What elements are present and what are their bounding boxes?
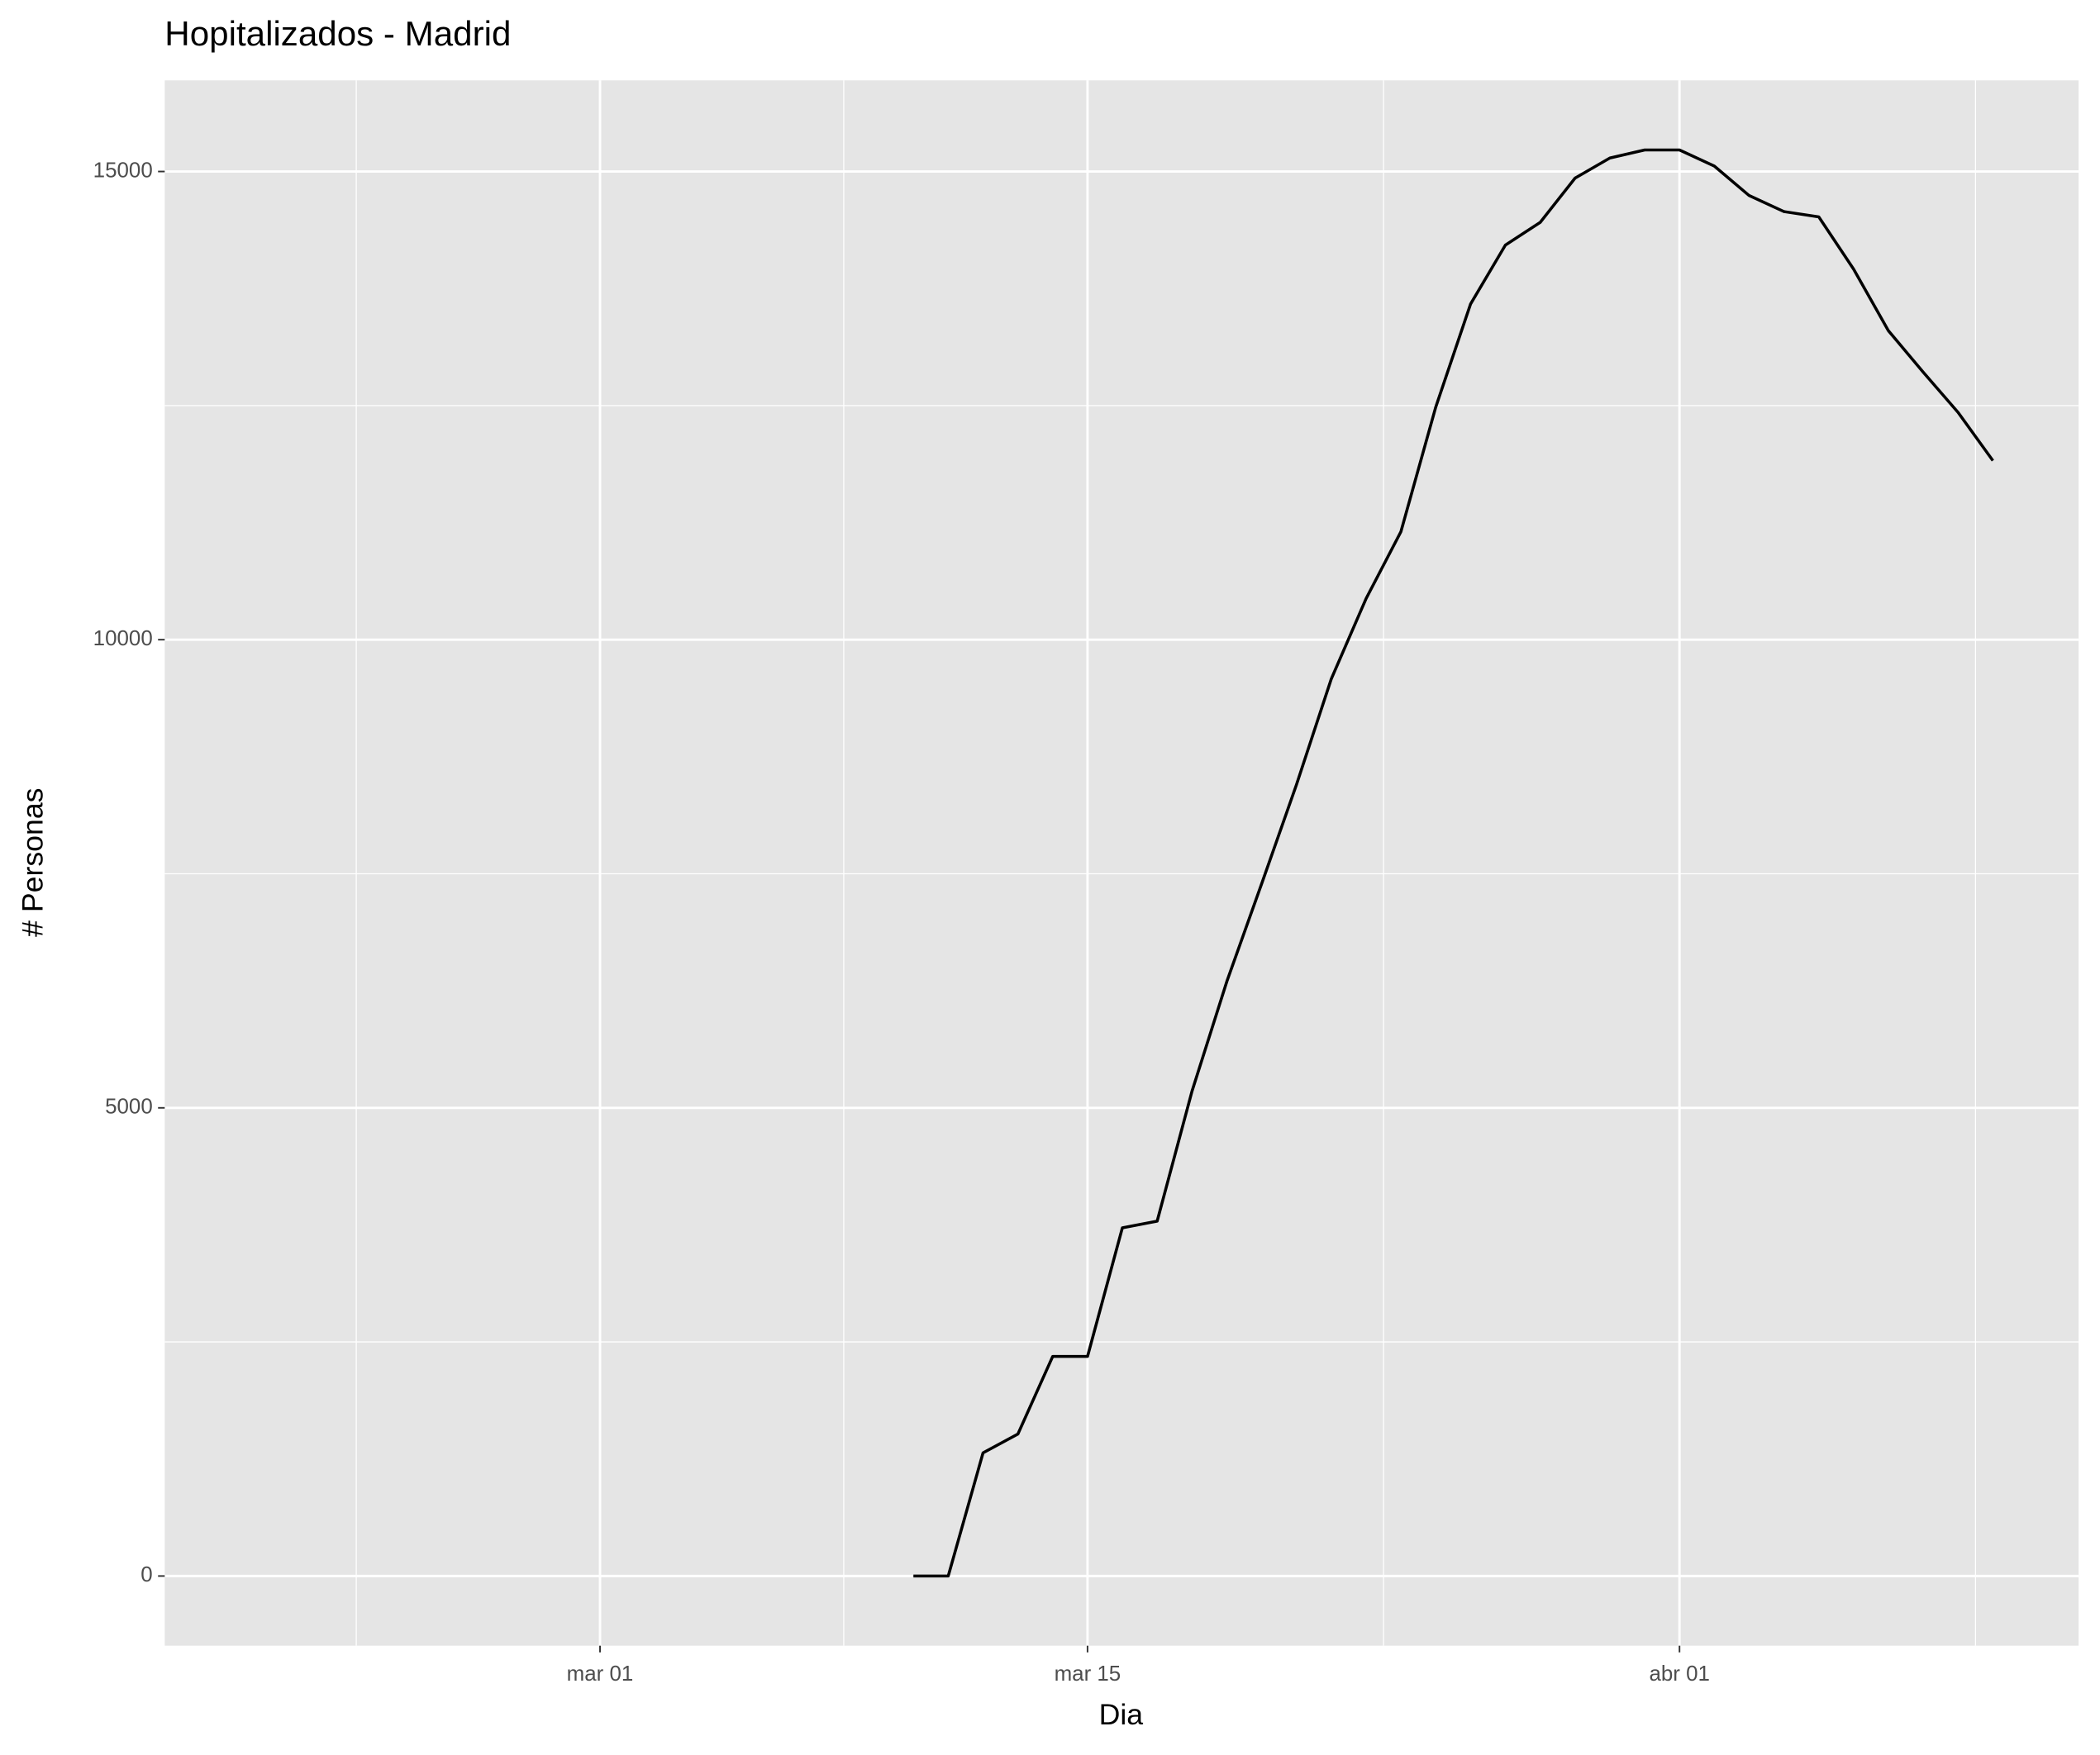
y-axis-title: # Personas xyxy=(17,788,50,937)
y-tick-label: 5000 xyxy=(105,1096,153,1119)
x-tick-label: mar 15 xyxy=(1055,1662,1121,1686)
x-tick-label: mar 01 xyxy=(567,1662,634,1686)
panel xyxy=(164,80,2079,1646)
x-tick-label: abr 01 xyxy=(1649,1662,1709,1686)
y-tick-label: 0 xyxy=(140,1563,152,1586)
line xyxy=(913,148,1994,1578)
x-axis-title: Dia xyxy=(1099,1698,1144,1731)
y-tick-label: 10000 xyxy=(93,627,153,650)
y-tick-label: 15000 xyxy=(93,159,153,182)
chart-title: Hopitalizados - Madrid xyxy=(164,14,511,53)
